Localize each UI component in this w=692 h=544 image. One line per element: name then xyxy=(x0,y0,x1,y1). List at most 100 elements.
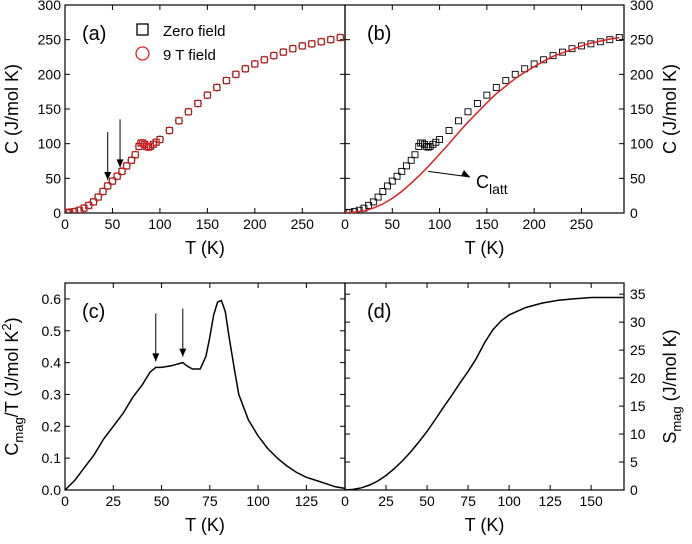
data-point-square xyxy=(577,42,585,50)
data-point-square xyxy=(436,136,444,143)
y-tick-label: 30 xyxy=(630,314,646,330)
data-point-circle xyxy=(155,135,164,144)
data-point-square xyxy=(398,167,406,175)
data-point-circle xyxy=(103,181,112,190)
y-tick-label: 0 xyxy=(630,205,638,221)
chart-panel-c: 0 25 50 75 100 125 0.0 0.1 0.2 0.3 0.4 0.5 0.6 (c) T (… xyxy=(0,282,346,535)
x-axis-title: T (K) xyxy=(465,515,505,535)
y-tick-label: 50 xyxy=(630,170,646,186)
x-axis-title: T (K) xyxy=(185,515,225,535)
arrow-head xyxy=(116,159,124,168)
panel-label: (a) xyxy=(82,23,106,45)
arrow-head xyxy=(179,348,187,357)
x-tick-label: 0 xyxy=(61,493,69,509)
data-point-square xyxy=(455,117,462,125)
x-tick-label: 75 xyxy=(460,493,476,509)
x-tick-label: 25 xyxy=(378,493,394,509)
data-point-square xyxy=(165,127,173,134)
y-axis-title-sub: mag xyxy=(11,417,26,442)
data-point-circle xyxy=(336,33,345,42)
data-point-circle xyxy=(113,172,122,181)
legend-entry-label: 9 T field xyxy=(163,47,216,64)
data-point-circle xyxy=(174,116,183,125)
data-point-circle xyxy=(122,161,131,170)
data-point-square xyxy=(213,84,221,91)
y-tick-label: 15 xyxy=(630,398,646,414)
data-point-circle xyxy=(326,35,335,44)
y-tick-label: 150 xyxy=(630,101,654,117)
data-point-square xyxy=(393,172,401,180)
data-point-square xyxy=(260,56,268,64)
data-point-square xyxy=(492,84,500,91)
data-point-square xyxy=(184,108,192,116)
data-point-square xyxy=(422,142,430,150)
x-tick-label: 150 xyxy=(475,216,499,232)
plot-area xyxy=(345,34,623,213)
data-point-square xyxy=(403,162,410,170)
series-line xyxy=(345,296,624,490)
data-point-circle xyxy=(212,83,221,92)
panel-label: (d) xyxy=(367,301,391,323)
data-point-square xyxy=(483,91,491,99)
chart-panel-a: 0 50 100 150 200 250 0 50 100 150 200 250 300 (a) T (K… xyxy=(2,0,346,258)
y-tick-label: 0 xyxy=(630,482,638,498)
data-point-square xyxy=(415,142,423,150)
data-point-square xyxy=(355,206,363,213)
x-tick-label: 250 xyxy=(570,216,594,232)
x-tick-label: 50 xyxy=(419,493,435,509)
data-point-circle xyxy=(94,193,103,202)
data-point-square xyxy=(232,70,240,78)
data-point-square xyxy=(502,77,510,85)
y-axis-title: Cmag/T (J/mol K2) xyxy=(0,317,26,455)
panel-label: (c) xyxy=(82,301,105,323)
data-point-square xyxy=(241,65,249,73)
x-tick-label: 75 xyxy=(202,493,218,509)
data-point-square xyxy=(464,108,472,116)
data-point-square xyxy=(473,100,481,107)
data-point-circle xyxy=(193,99,202,108)
data-point-square xyxy=(511,70,519,78)
data-point-circle xyxy=(117,167,126,176)
x-tick-label: 0 xyxy=(341,216,349,232)
x-tick-label: 200 xyxy=(243,216,267,232)
y-axis-title-rest: /T (J/mol K xyxy=(2,331,22,418)
y-tick-label: 300 xyxy=(38,0,62,13)
data-point-square xyxy=(308,40,316,48)
y-tick-label: 10 xyxy=(630,426,646,442)
data-point-circle xyxy=(108,177,117,186)
y-axis-title: C (J/mol K) xyxy=(2,64,22,154)
data-point-square xyxy=(279,48,287,56)
x-tick-label: 50 xyxy=(154,493,170,509)
plot-area xyxy=(65,299,345,490)
y-tick-label: 200 xyxy=(38,66,62,82)
circle-icon xyxy=(135,46,150,61)
annotation-main: C xyxy=(476,172,489,192)
y-axis-title-sup: 2 xyxy=(0,323,14,330)
x-tick-label: 250 xyxy=(291,216,315,232)
series-line xyxy=(345,36,620,213)
x-tick-label: 100 xyxy=(148,216,172,232)
chart-panel-b: 0 50 100 150 200 250 0 50 100 150 200 250 300 (b) T (K… xyxy=(341,0,680,258)
chart-panel-d: 0 25 50 75 100 125 150 0 5 10 15 20 25 30 35 (d) T (K) Sm… xyxy=(341,282,684,535)
y-tick-label: 20 xyxy=(630,370,646,386)
data-point-square xyxy=(270,52,278,60)
data-point-circle xyxy=(70,207,79,213)
data-point-circle xyxy=(131,150,140,159)
data-point-square xyxy=(384,182,392,190)
arrow-head xyxy=(152,353,160,362)
annotation-label: Clatt xyxy=(476,172,508,197)
data-point-square xyxy=(222,77,230,85)
x-tick-label: 0 xyxy=(61,216,69,232)
data-point-circle xyxy=(222,76,231,85)
x-tick-label: 100 xyxy=(497,493,521,509)
y-tick-label: 5 xyxy=(630,454,638,470)
x-tick-label: 125 xyxy=(295,493,319,509)
data-point-square xyxy=(369,198,377,206)
data-point-square xyxy=(379,188,387,195)
data-point-square xyxy=(407,156,415,164)
data-point-circle xyxy=(203,91,212,100)
data-point-square xyxy=(289,45,297,53)
data-point-square xyxy=(365,201,373,209)
y-tick-label: 0 xyxy=(53,205,61,221)
